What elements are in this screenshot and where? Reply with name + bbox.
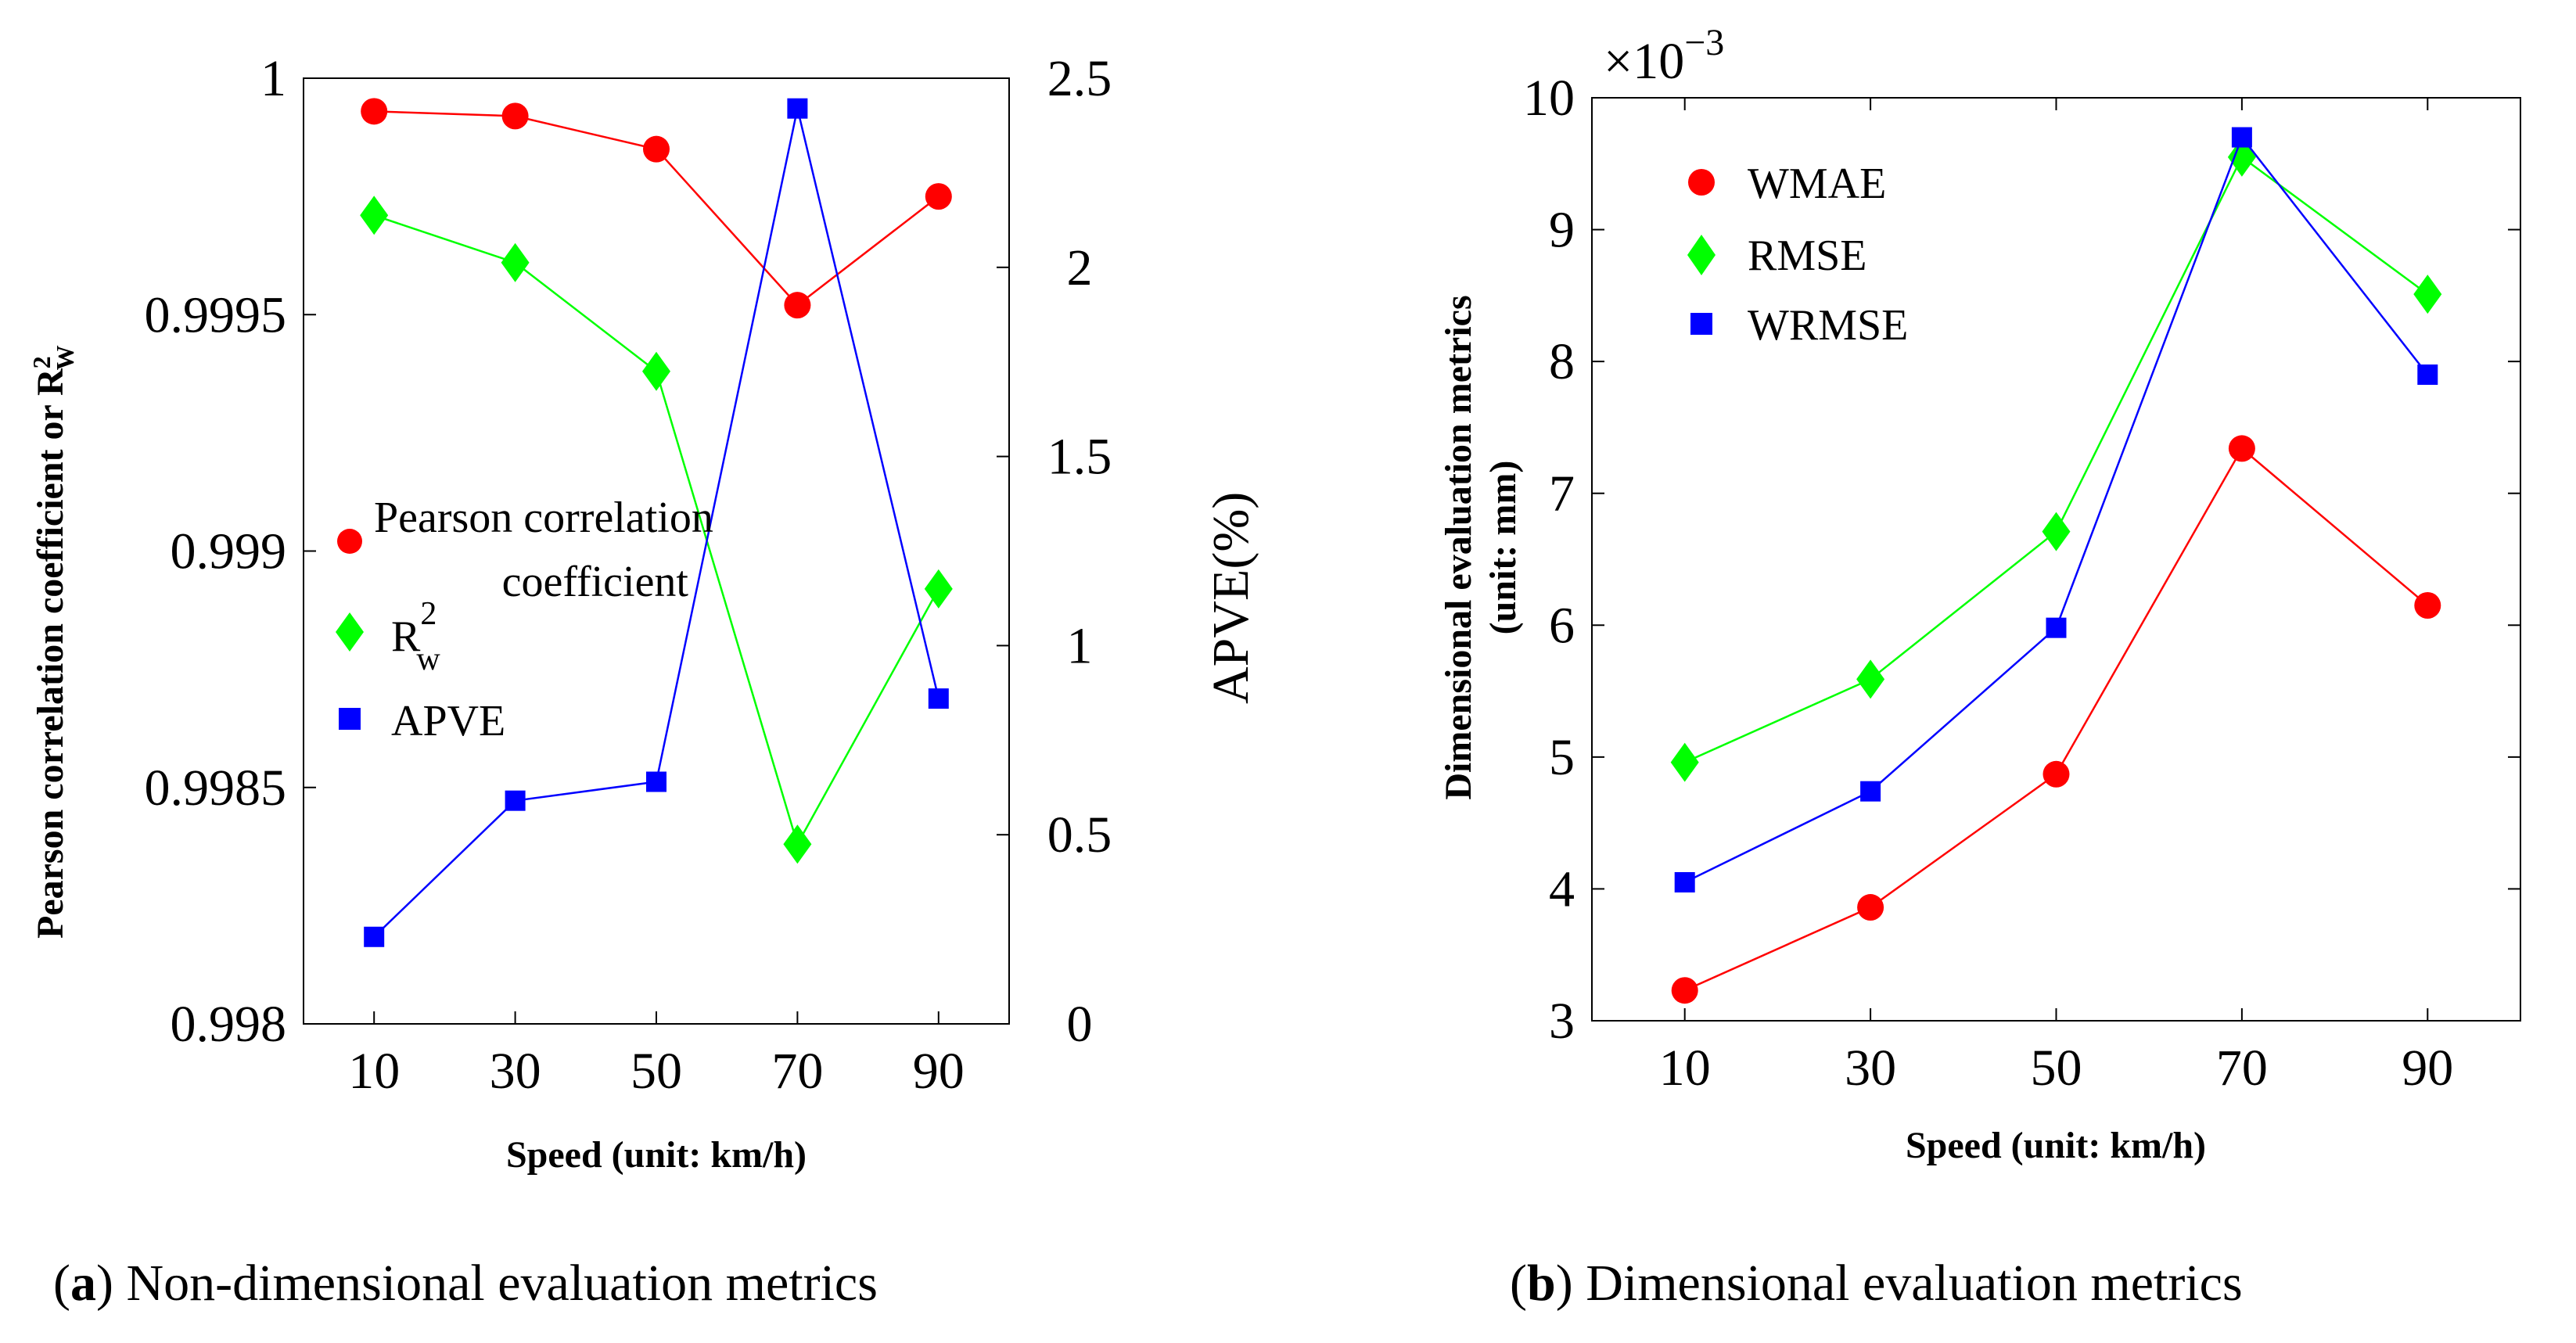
panel-b-ylabel-line2: (unit: mm) xyxy=(1482,461,1524,635)
data-point-wrmse xyxy=(1860,781,1881,802)
panel-b-caption: (b) Dimensional evaluation metrics xyxy=(1510,1255,2243,1312)
panel-b-legend: WMAE RMSE WRMSE xyxy=(1687,160,1908,350)
panel-a-xlabel: Speed (unit: km/h) xyxy=(506,1134,807,1176)
panel-a-xtick-label: 50 xyxy=(631,1043,682,1100)
panel-a-ytick-left-label: 0.999 xyxy=(171,523,287,580)
data-point-pearson-correlation-coefficient xyxy=(501,102,529,130)
panel-b-caption-paren-open: ( xyxy=(1510,1255,1527,1312)
panel-a-ytick-left-label: 1 xyxy=(260,50,286,107)
data-point-rmse xyxy=(1670,742,1699,782)
data-point-pearson-correlation-coefficient xyxy=(784,292,811,319)
panel-b-xtick-label: 70 xyxy=(2216,1040,2268,1097)
panel-a-legend: Pearson correlation coefficient R2 w APVE xyxy=(336,494,713,745)
panel-a-caption: (a) Non-dimensional evaluation metrics xyxy=(53,1255,878,1312)
panel-a-series xyxy=(360,98,953,947)
panel-a-xtick-label: 70 xyxy=(771,1043,823,1100)
panel-b-caption-paren-close: ) xyxy=(1556,1255,1586,1312)
panel-b-ylabel-line1: Dimensional evaluation metrics xyxy=(1438,295,1479,799)
data-point-pearson-correlation-coefficient xyxy=(361,98,388,125)
data-point-wrmse xyxy=(2046,617,2067,638)
panel-b-xtick-label: 10 xyxy=(1659,1040,1711,1097)
panel-a-xtick-label: 10 xyxy=(348,1043,400,1100)
legend-wrmse-marker xyxy=(1690,313,1712,335)
panel-a-ylabel-left: Pearson correlation coefficient or R2W xyxy=(27,345,79,939)
legend-wmae-marker xyxy=(1688,169,1715,196)
data-point-pearson-correlation-coefficient xyxy=(643,135,670,163)
legend-wrmse-label: WRMSE xyxy=(1748,301,1908,350)
panel-a-ytick-right-label: 0 xyxy=(1067,996,1093,1053)
panel-b-ytick-label: 6 xyxy=(1549,597,1575,654)
panel-a-ytick-right-label: 2 xyxy=(1067,239,1093,296)
panel-b-ytick-label: 3 xyxy=(1549,993,1575,1050)
data-point-rmse xyxy=(2042,512,2071,551)
data-point-wmae xyxy=(1857,894,1884,921)
legend-r2-marker xyxy=(336,612,364,652)
data-point-apve xyxy=(646,771,666,792)
panel-b-ytick-label: 9 xyxy=(1549,202,1575,259)
panel-b-xtick-label: 30 xyxy=(1845,1040,1896,1097)
panel-a-ytick-right-label: 1 xyxy=(1067,617,1093,674)
legend-pearson-marker xyxy=(337,529,362,554)
legend-apve-label: APVE xyxy=(391,697,505,745)
panel-a-caption-paren-open: ( xyxy=(53,1255,70,1312)
data-point-wrmse xyxy=(2417,364,2438,385)
data-point-r-w-2 xyxy=(783,824,812,864)
panel-b-series xyxy=(1670,127,2442,1004)
data-point-r-w-2 xyxy=(924,569,953,609)
panel-a-xtick-label: 30 xyxy=(490,1043,541,1100)
panel-b-ytick-label: 7 xyxy=(1549,465,1575,522)
data-point-wmae xyxy=(2042,760,2070,788)
panel-b-xlabel: Speed (unit: km/h) xyxy=(1906,1125,2206,1166)
panel-a-ytick-left-label: 0.9995 xyxy=(145,286,287,343)
panel-b-ytick-label: 10 xyxy=(1523,70,1575,127)
panel-a-ytick-left-label: 0.998 xyxy=(171,996,287,1053)
panel-b-ytick-label: 4 xyxy=(1549,860,1575,917)
data-point-r-w-2 xyxy=(501,242,530,282)
panel-a-caption-paren-close: ) xyxy=(96,1255,126,1312)
panel-a-non-dimensional-chart: 10 30 50 70 900.9980.99850.9990.9995100.511.… xyxy=(27,50,1259,1312)
data-point-wmae xyxy=(2228,435,2255,462)
panel-b-ticks: 10 30 50 70 90 3 4 5 6 7 8 9 10 xyxy=(1523,70,2520,1097)
data-point-apve xyxy=(787,98,808,119)
legend-wmae-label: WMAE xyxy=(1748,160,1886,208)
data-point-wrmse xyxy=(2231,127,2252,148)
panel-b-xtick-label: 90 xyxy=(2402,1040,2453,1097)
panel-a-xtick-label: 90 xyxy=(913,1043,965,1100)
panel-b-ytick-label: 5 xyxy=(1549,729,1575,786)
data-point-apve xyxy=(928,688,949,709)
legend-r2-label: R2 w xyxy=(391,596,440,677)
data-point-wmae xyxy=(1671,977,1698,1004)
panel-a-ytick-right-label: 0.5 xyxy=(1047,806,1112,864)
data-point-wmae xyxy=(2414,592,2441,619)
data-point-rmse xyxy=(2413,275,2442,314)
data-point-r-w-2 xyxy=(642,351,670,391)
panel-b-plot-frame xyxy=(1591,97,2521,1022)
panel-b-exponent: ×10−3 xyxy=(1604,22,1724,90)
panel-a-ytick-right-label: 2.5 xyxy=(1047,50,1112,107)
panel-a-ytick-right-label: 1.5 xyxy=(1047,429,1112,486)
legend-pearson-label-2: coefficient xyxy=(502,558,689,606)
panel-a-ticks: 10 30 50 70 900.9980.99850.9990.9995100.511.… xyxy=(145,50,1112,1100)
panel-b-dimensional-chart: 10 30 50 70 90 3 4 5 6 7 8 9 10 ×10−3 Dimensional ev… xyxy=(1438,22,2521,1312)
panel-b-ytick-label: 8 xyxy=(1549,333,1575,390)
legend-rmse-label: RMSE xyxy=(1748,232,1867,280)
data-point-r-w-2 xyxy=(360,196,389,235)
data-point-pearson-correlation-coefficient xyxy=(925,183,952,210)
data-point-rmse xyxy=(1856,659,1885,699)
data-point-apve xyxy=(505,790,526,811)
panel-b-xtick-label: 50 xyxy=(2031,1040,2082,1097)
legend-rmse-marker xyxy=(1687,235,1716,275)
panel-a-ytick-left-label: 0.9985 xyxy=(145,759,287,817)
legend-pearson-label-1: Pearson correlation xyxy=(374,494,713,542)
legend-apve-marker xyxy=(339,708,361,730)
data-point-apve xyxy=(364,926,385,947)
panel-a-ylabel-right: APVE(%) xyxy=(1202,492,1259,704)
data-point-wrmse xyxy=(1674,872,1695,892)
